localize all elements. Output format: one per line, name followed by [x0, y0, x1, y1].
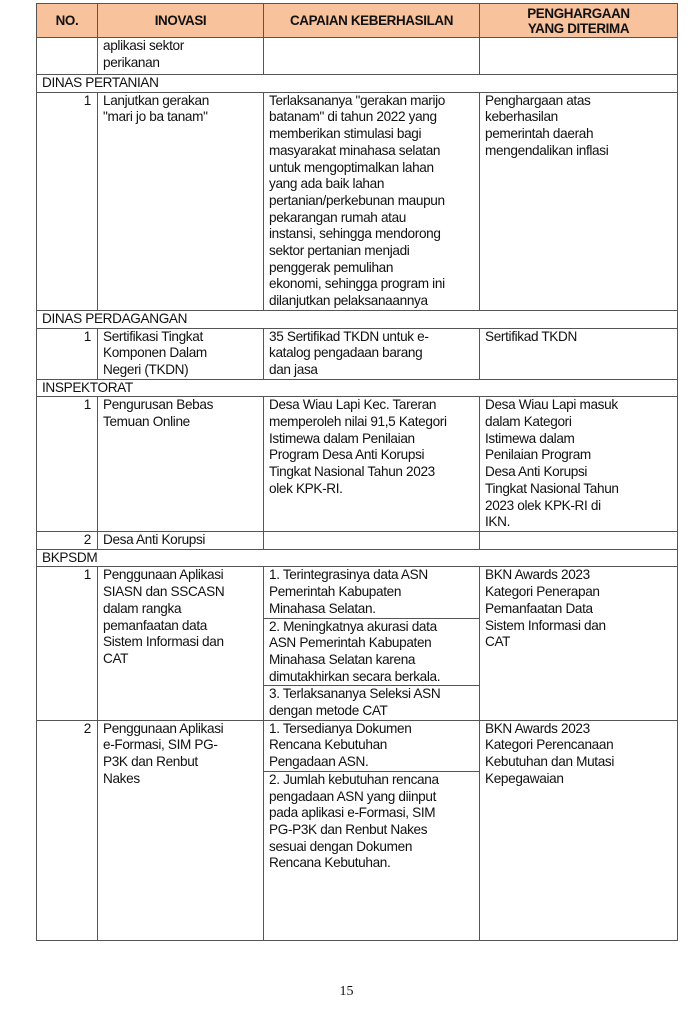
capaian-cell	[263, 530, 480, 550]
capaian-item: 2. Jumlah kebutuhan rencana pengadaan AS…	[269, 771, 439, 871]
table-row: aplikasi sektor perikanan	[36, 37, 678, 75]
table-row: 2 Desa Anti Korupsi	[36, 530, 678, 550]
capaian-item: 2. Meningkatnya akurasi data ASN Pemerin…	[264, 619, 479, 687]
table-header-row: NO. INOVASI CAPAIAN KEBERHASILAN PENGHAR…	[36, 3, 678, 38]
row-number	[36, 37, 98, 75]
row-number: 1	[36, 327, 98, 380]
section-label: DINAS PERDAGANGAN	[36, 309, 678, 329]
inovasi-cell: Penggunaan Aplikasi e-Formasi, SIM PG- P…	[97, 719, 264, 941]
section-row: DINAS PERDAGANGAN	[36, 309, 678, 329]
penghargaan-cell	[479, 530, 678, 550]
row-number: 1	[36, 566, 98, 721]
capaian-item	[264, 532, 479, 549]
inovasi-cell: Sertifikasi Tingkat Komponen Dalam Neger…	[97, 327, 264, 380]
capaian-item: 1. Terintegrasinya data ASN Pemerintah K…	[264, 567, 479, 619]
capaian-cell	[263, 37, 480, 75]
header-capaian: CAPAIAN KEBERHASILAN	[263, 3, 480, 38]
capaian-item: 3. Terlaksananya Seleksi ASN dengan meto…	[269, 686, 441, 719]
penghargaan-cell: BKN Awards 2023 Kategori Perencanaan Keb…	[479, 719, 678, 941]
table-row: 1 Sertifikasi Tingkat Komponen Dalam Nege…	[36, 327, 678, 380]
innovation-table: NO. INOVASI CAPAIAN KEBERHASILAN PENGHAR…	[36, 3, 678, 941]
table-row: 2 Penggunaan Aplikasi e-Formasi, SIM PG- …	[36, 719, 678, 941]
inovasi-cell: Penggunaan Aplikasi SIASN dan SSCASN dal…	[97, 566, 264, 721]
capaian-cell: Terlaksananya "gerakan marijo batanam" d…	[263, 91, 480, 311]
capaian-cell: 35 Sertifikad TKDN untuk e- katalog peng…	[263, 327, 480, 380]
penghargaan-cell: Penghargaan atas keberhasilan pemerintah…	[479, 91, 678, 311]
table-row: 1 Penggunaan Aplikasi SIASN dan SSCASN da…	[36, 566, 678, 721]
capaian-cell: 1. Terintegrasinya data ASN Pemerintah K…	[263, 566, 480, 721]
row-number: 2	[36, 719, 98, 941]
row-number: 1	[36, 91, 98, 311]
inovasi-cell: Lanjutkan gerakan "mari jo ba tanam"	[97, 91, 264, 311]
capaian-item	[264, 38, 479, 55]
capaian-cell: 1. Tersedianya Dokumen Rencana Kebutuhan…	[263, 719, 480, 941]
section-row: DINAS PERTANIAN	[36, 74, 678, 93]
header-no: NO.	[36, 3, 98, 38]
penghargaan-cell	[479, 37, 678, 75]
capaian-item: Terlaksananya "gerakan marijo batanam" d…	[269, 92, 446, 309]
capaian-item: 35 Sertifikad TKDN untuk e- katalog peng…	[269, 328, 429, 377]
capaian-cell: Desa Wiau Lapi Kec. Tareran memperoleh n…	[263, 396, 480, 532]
penghargaan-cell: BKN Awards 2023 Kategori Penerapan Peman…	[479, 566, 678, 721]
section-row: BKPSDM	[36, 548, 678, 568]
row-number: 2	[36, 530, 98, 550]
section-label: BKPSDM	[36, 548, 678, 568]
inovasi-cell: Desa Anti Korupsi	[97, 530, 264, 550]
capaian-item: Desa Wiau Lapi Kec. Tareran memperoleh n…	[269, 397, 447, 496]
penghargaan-cell: Sertifikad TKDN	[479, 327, 678, 380]
row-number: 1	[36, 396, 98, 532]
header-penghargaan: PENGHARGAAN YANG DITERIMA	[479, 3, 678, 38]
header-inovasi: INOVASI	[97, 3, 264, 38]
inovasi-cell: aplikasi sektor perikanan	[97, 37, 264, 75]
page-number: 15	[339, 984, 354, 999]
section-label: DINAS PERTANIAN	[36, 74, 678, 93]
inovasi-cell: Pengurusan Bebas Temuan Online	[97, 396, 264, 532]
table-row: 1 Pengurusan Bebas Temuan Online Desa Wiau…	[36, 396, 678, 532]
section-label: INSPEKTORAT	[36, 378, 678, 398]
penghargaan-cell: Desa Wiau Lapi masuk dalam Kategori Isti…	[479, 396, 678, 532]
table-row: 1 Lanjutkan gerakan "mari jo ba tanam" Ter…	[36, 91, 678, 311]
capaian-item: 1. Tersedianya Dokumen Rencana Kebutuhan…	[264, 721, 479, 772]
section-row: INSPEKTORAT	[36, 378, 678, 398]
